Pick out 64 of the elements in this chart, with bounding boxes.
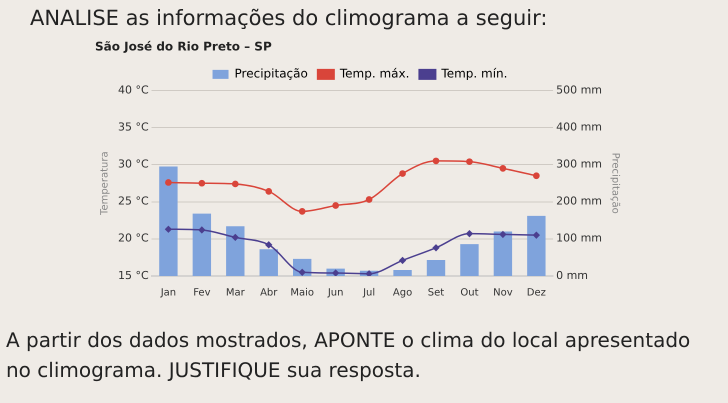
x-tick-label: Out bbox=[460, 288, 479, 299]
point bbox=[198, 226, 206, 234]
x-tick-label: Abr bbox=[260, 288, 278, 299]
x-tick-label: Mar bbox=[226, 288, 246, 299]
y-tick-label: 25 °C bbox=[118, 194, 149, 208]
bar bbox=[527, 216, 546, 276]
text: A partir dos dados mostrados, APONTE o clima do local apresentado no climograma. JUSTIFIQUE sua resposta. bbox=[6, 327, 692, 384]
bar bbox=[393, 270, 412, 276]
point bbox=[265, 241, 272, 248]
y-tick-label: 15 °C bbox=[118, 268, 149, 282]
y2-tick-label: 200 mm bbox=[556, 194, 602, 208]
x-tick-label: Jan bbox=[160, 288, 176, 299]
point bbox=[232, 180, 239, 188]
point bbox=[265, 188, 272, 195]
y-axis-title: Temperatura bbox=[100, 151, 111, 216]
point bbox=[432, 244, 440, 252]
point bbox=[165, 226, 172, 233]
legend-label: Precipitação bbox=[234, 66, 308, 81]
x-tick-label: Jun bbox=[326, 288, 344, 299]
y2-tick-label: 0 mm bbox=[556, 268, 588, 282]
point bbox=[432, 158, 440, 164]
text: ANALISE as informações do climograma a seguir: bbox=[30, 6, 548, 30]
bar bbox=[260, 249, 278, 276]
bar bbox=[460, 244, 479, 276]
point bbox=[466, 230, 473, 238]
point bbox=[500, 165, 506, 172]
point bbox=[500, 231, 506, 238]
y-tick-label: 35 °C bbox=[118, 120, 149, 134]
y-tick-label: 40 °C bbox=[118, 83, 149, 96]
y2-tick-label: 500 mm bbox=[556, 83, 602, 96]
x-tick-label: Ago bbox=[392, 288, 412, 299]
bar bbox=[159, 166, 178, 276]
x-tick-label: Set bbox=[428, 288, 444, 299]
point bbox=[399, 257, 406, 264]
point bbox=[366, 196, 372, 203]
point bbox=[366, 270, 372, 276]
x-tick-label: Fev bbox=[193, 288, 211, 299]
point bbox=[232, 234, 239, 241]
point bbox=[165, 179, 172, 186]
x-tick-label: Dez bbox=[526, 288, 546, 299]
bar bbox=[426, 260, 446, 276]
x-tick-label: Nov bbox=[493, 288, 513, 299]
y-tick-label: 30 °C bbox=[118, 158, 149, 170]
x-tick-label: Jul bbox=[362, 288, 376, 299]
bar bbox=[192, 214, 212, 276]
chart-title: São José do Rio Preto – SP bbox=[95, 39, 272, 54]
y2-tick-label: 100 mm bbox=[556, 232, 602, 245]
point bbox=[533, 232, 540, 239]
y2-tick-label: 300 mm bbox=[556, 158, 602, 170]
point bbox=[533, 172, 540, 180]
point bbox=[466, 158, 473, 166]
bar bbox=[226, 226, 244, 276]
legend-label: Temp. máx. bbox=[338, 66, 410, 81]
point bbox=[332, 202, 339, 209]
point bbox=[298, 268, 306, 276]
point bbox=[298, 208, 306, 215]
legend-label: Temp. mín. bbox=[440, 66, 508, 81]
y2-tick-label: 400 mm bbox=[556, 120, 602, 134]
bar bbox=[494, 231, 512, 276]
point bbox=[399, 170, 406, 177]
point bbox=[198, 180, 206, 187]
y-tick-label: 20 °C bbox=[118, 232, 149, 245]
x-tick-label: Maio bbox=[290, 288, 314, 299]
y2-axis-title: Precipitação bbox=[609, 152, 620, 214]
